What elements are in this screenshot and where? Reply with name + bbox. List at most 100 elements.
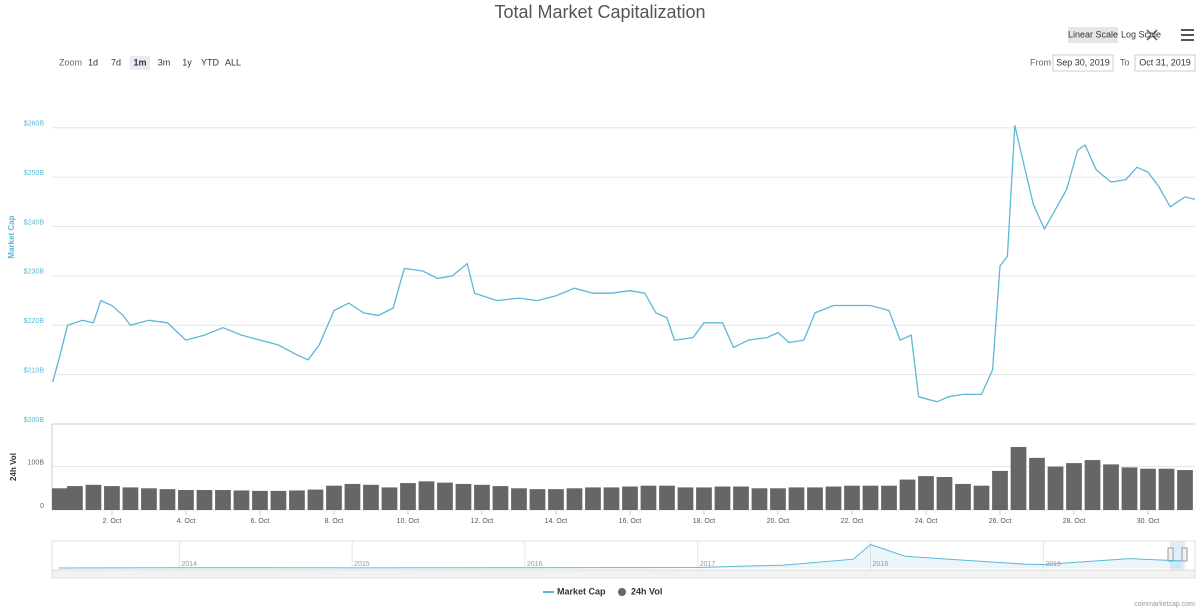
volume-bar <box>603 487 620 510</box>
navigator-tick-label: 2016 <box>527 561 543 568</box>
to-label: To <box>1120 57 1130 67</box>
volume-bar <box>696 487 712 510</box>
to-input[interactable] <box>1134 54 1196 72</box>
volume-bar <box>788 487 805 510</box>
y-tick-label: $210B <box>24 367 45 374</box>
volume-bar <box>899 479 916 510</box>
volume-bar <box>973 485 990 510</box>
volume-bar <box>1158 468 1175 510</box>
x-tick-label: 28. Oct <box>1063 518 1086 525</box>
scale-button[interactable]: Linear Scale <box>1068 29 1118 39</box>
volume-bar <box>307 489 324 510</box>
market-cap-line <box>52 125 1196 403</box>
volume-bar <box>1140 468 1156 510</box>
volume-bar <box>455 483 472 510</box>
navigator-tick-label: 2018 <box>873 561 889 568</box>
volume-bar <box>52 488 68 510</box>
y-tick-label: $240B <box>24 219 45 226</box>
legend-label[interactable]: 24h Vol <box>631 586 662 596</box>
zoom-button[interactable]: 1d <box>88 57 98 67</box>
volume-bar <box>733 486 749 510</box>
volume-bar <box>122 487 139 510</box>
scale-button[interactable]: Log Scale <box>1121 29 1161 39</box>
volume-bar <box>714 486 731 510</box>
volume-bar <box>622 486 638 510</box>
navigator-tick-label: 2019 <box>1045 561 1061 568</box>
volume-bar <box>770 488 786 510</box>
x-tick-label: 16. Oct <box>619 518 642 525</box>
legend-label[interactable]: Market Cap <box>557 586 606 596</box>
from-input[interactable] <box>1052 54 1114 72</box>
fullscreen-icon[interactable] <box>1146 29 1158 41</box>
volume-bar <box>418 481 435 510</box>
y-tick-label: $220B <box>24 318 45 325</box>
navigator-handle[interactable] <box>1167 547 1174 562</box>
volume-bar <box>511 488 527 510</box>
from-label: From <box>1030 57 1051 67</box>
volume-bar <box>1084 460 1101 510</box>
navigator-tick-label: 2014 <box>181 561 197 568</box>
volume-bar <box>196 490 213 510</box>
volume-bar <box>807 487 823 510</box>
volume-bar <box>289 490 305 510</box>
y-tick-label: 100B <box>28 459 45 466</box>
volume-bar <box>141 488 157 510</box>
navigator-line <box>58 543 1182 569</box>
volume-bar <box>233 490 250 510</box>
volume-bar <box>548 489 564 510</box>
y-tick-label: $230B <box>24 269 45 276</box>
y-tick-label: $200B <box>24 417 45 424</box>
zoom-button[interactable]: 1y <box>182 57 192 67</box>
volume-bar <box>252 490 268 510</box>
volume-bar <box>344 483 361 510</box>
volume-bar <box>1066 463 1082 510</box>
zoom-button[interactable]: 7d <box>111 57 121 67</box>
zoom-button[interactable]: ALL <box>225 57 241 67</box>
y-tick-label: $260B <box>24 121 45 128</box>
zoom-button[interactable]: 1m <box>133 57 146 67</box>
volume-bar <box>215 490 231 510</box>
volume-bar <box>1010 447 1027 510</box>
scale-button-bg[interactable] <box>1068 27 1118 43</box>
volume-bar <box>585 487 601 510</box>
y-tick-label: 0 <box>40 503 44 510</box>
legend-symbol[interactable] <box>618 588 626 596</box>
volume-bar <box>1121 467 1138 510</box>
chart-title: Total Market Capitalization <box>494 2 705 22</box>
from-date[interactable]: Sep 30, 2019 <box>1056 57 1110 67</box>
volume-bar <box>326 485 342 510</box>
zoom-button[interactable]: YTD <box>201 57 220 67</box>
navigator-area <box>58 544 1182 568</box>
volume-bar <box>862 485 879 510</box>
navigator-tick-label: 2017 <box>700 561 716 568</box>
x-tick-label: 12. Oct <box>471 518 494 525</box>
volume-bar <box>178 490 194 510</box>
zoom-button-bg[interactable] <box>130 56 150 70</box>
navigator-selection[interactable] <box>1170 541 1185 570</box>
volume-bar <box>529 489 546 510</box>
volume-bar <box>85 484 102 510</box>
menu-icon[interactable] <box>1181 29 1194 41</box>
zoom-label: Zoom <box>59 57 82 67</box>
volume-bar <box>1103 464 1119 510</box>
volume-bar <box>474 484 490 510</box>
x-tick-label: 8. Oct <box>325 518 344 525</box>
volume-bar <box>67 486 83 510</box>
zoom-button[interactable]: 3m <box>158 57 171 67</box>
x-tick-label: 6. Oct <box>251 518 270 525</box>
volume-bar <box>270 490 287 510</box>
volume-bar <box>437 482 453 510</box>
volume-bar <box>825 486 842 510</box>
fullscreen-arrows[interactable] <box>1146 29 1158 41</box>
volume-bar <box>751 488 768 510</box>
volume-bar <box>844 485 860 510</box>
volume-bar <box>918 476 934 510</box>
x-tick-label: 24. Oct <box>915 518 938 525</box>
volume-bar <box>1047 466 1064 510</box>
navigator-scrollbar[interactable] <box>51 569 1196 579</box>
to-date[interactable]: Oct 31, 2019 <box>1139 57 1191 67</box>
navigator-handle[interactable] <box>1181 547 1188 562</box>
x-tick-label: 26. Oct <box>989 518 1012 525</box>
x-tick-label: 10. Oct <box>397 518 420 525</box>
